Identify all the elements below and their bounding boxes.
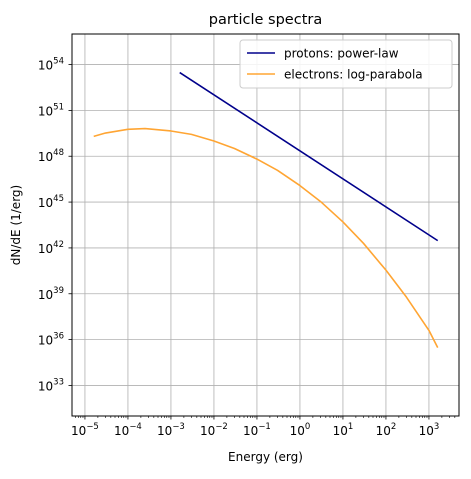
x-tick-label: 100 (290, 422, 311, 438)
x-tick-label: 102 (376, 422, 397, 438)
series-line-electrons (93, 127, 439, 348)
x-axis-label: Energy (erg) (228, 450, 303, 464)
y-tick-label: 1036 (38, 332, 64, 348)
x-tick-label: 10−5 (71, 422, 99, 438)
y-tick-label: 1042 (38, 240, 64, 256)
legend-entry-electrons: electrons: log-parabola (284, 68, 423, 82)
y-tick-label: 1051 (38, 102, 64, 118)
plot-border (71, 33, 460, 417)
chart-title: particle spectra (209, 12, 322, 28)
x-tick-label: 103 (419, 422, 440, 438)
x-tick-label: 10−4 (114, 422, 142, 438)
x-tick-label: 101 (333, 422, 354, 438)
y-tick-label: 1045 (38, 194, 64, 210)
series-line-protons (179, 71, 439, 242)
legend: protons: power-law electrons: log-parabo… (239, 39, 453, 89)
x-tick-label: 10−2 (200, 422, 228, 438)
legend-box (239, 39, 453, 89)
y-tick-label: 1048 (38, 148, 64, 164)
plot-area (72, 34, 459, 416)
y-tick-label: 1033 (38, 377, 64, 393)
x-axis: 10−5 10−4 10−3 10−2 10−1 100 101 102 103 (71, 416, 456, 438)
y-axis-label: dN/dE (1/erg) (9, 185, 23, 265)
legend-entry-protons: protons: power-law (284, 47, 399, 61)
y-tick-label: 1054 (38, 57, 64, 73)
y-tick-label: 1039 (38, 286, 64, 302)
y-axis: 1033 1036 1039 1042 1045 1048 1051 1054 (38, 57, 72, 393)
series-layer (93, 71, 439, 348)
x-tick-label: 10−3 (157, 422, 185, 438)
x-tick-label: 10−1 (243, 422, 271, 438)
